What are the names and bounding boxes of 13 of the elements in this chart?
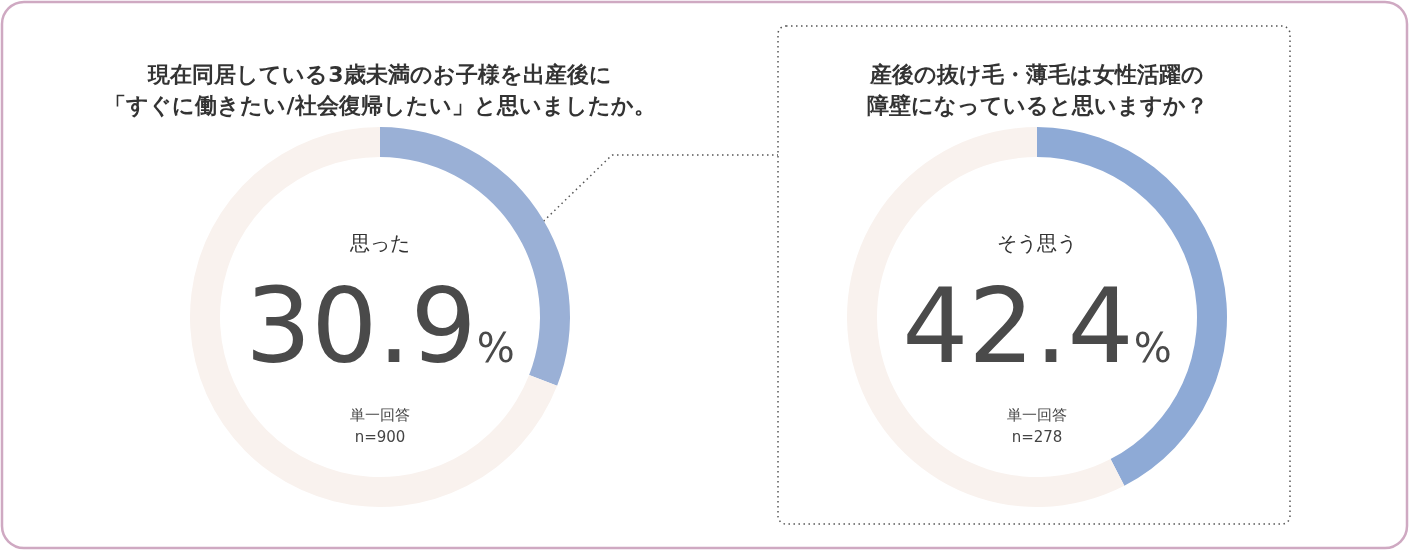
text: n=278: [1011, 428, 1063, 446]
text: 単一回答: [350, 406, 410, 424]
chart-subtitle: 「すぐに働きたい/社会復帰したい」と思いましたか。: [104, 93, 656, 118]
text: 単一回答: [1007, 406, 1067, 424]
data-label: 30.9%: [245, 265, 515, 387]
chart-title: 産後の抜け毛・薄毛は女性活躍の: [869, 62, 1204, 87]
text: n=900: [354, 428, 406, 446]
chart-subtitle: 障壁になっていると思いますか？: [866, 93, 1208, 118]
slice-label: そう思う: [997, 231, 1077, 255]
data-label: 42.4%: [902, 265, 1172, 387]
chart-title: 現在同居している3歳未満のお子様を出産後に: [147, 62, 612, 87]
slice-label: 思った: [349, 231, 410, 255]
donut-slice: [190, 127, 558, 507]
